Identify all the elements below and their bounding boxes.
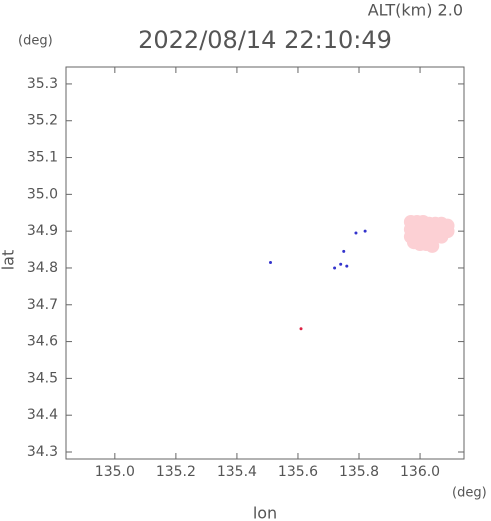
plot-frame [65,66,465,460]
y-tick-label: 35.1 [27,150,58,166]
echo-point [354,231,358,235]
x-tick-label: 136.0 [400,464,440,480]
y-tick-label: 34.3 [27,444,58,460]
y-tick-label: 34.6 [27,334,58,350]
x-unit: (deg) [452,486,487,501]
echo-point [345,264,349,268]
echo-point [425,238,440,253]
x-tick-label: 135.4 [217,464,257,480]
x-tick-label: 135.2 [156,464,196,480]
y-tick-label: 34.8 [27,260,58,276]
chart-title: 2022/08/14 22:10:49 [138,26,392,54]
echo-point [268,260,272,264]
y-tick-label: 34.4 [27,407,58,423]
y-axis-label: lat [0,250,18,271]
y-tick-label: 34.9 [27,223,58,239]
x-tick-label: 135.0 [95,464,135,480]
echo-point [342,249,346,253]
y-tick-label: 35.0 [27,186,58,202]
x-tick-label: 135.6 [278,464,318,480]
echo-point [363,229,367,233]
echo-point [339,262,343,266]
echo-point [299,327,303,331]
y-unit: (deg) [18,34,53,49]
echo-point [434,229,449,244]
echo-point [333,266,337,270]
y-tick-label: 35.2 [27,113,58,129]
y-tick-label: 34.7 [27,297,58,313]
y-tick-label: 34.5 [27,370,58,386]
x-axis-label: lon [253,504,277,521]
altitude-label: ALT(km) 2.0 [368,1,463,20]
y-tick-label: 35.3 [27,76,58,92]
x-tick-label: 135.8 [339,464,379,480]
